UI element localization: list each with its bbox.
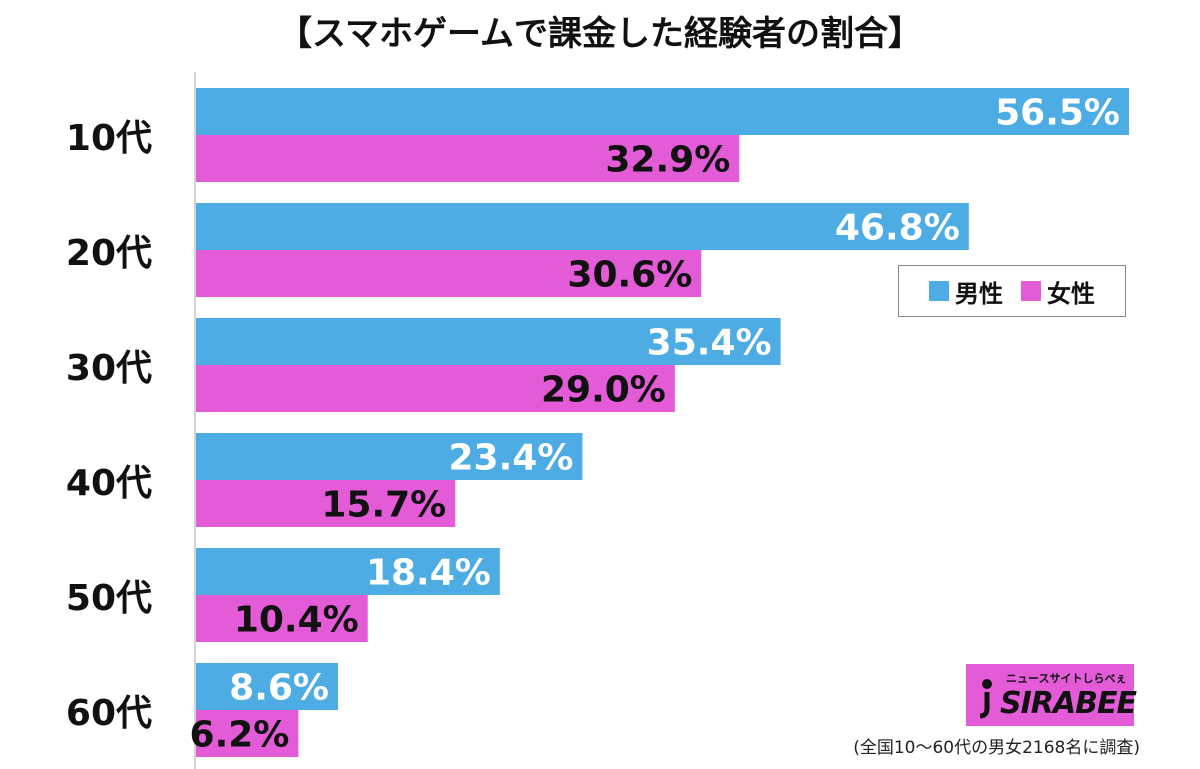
legend-label-female: 女性	[1047, 279, 1095, 308]
category-label: 20代	[66, 233, 152, 274]
data-label-male: 56.5%	[995, 93, 1120, 134]
category-label: 30代	[66, 348, 152, 389]
bar-female	[196, 135, 740, 182]
bar-male	[196, 548, 500, 595]
logo-tagline: ニュースサイトしらべぇ	[1006, 672, 1127, 685]
legend-swatch-male	[929, 281, 949, 301]
bar-male	[196, 433, 583, 480]
data-label-male: 8.6%	[229, 668, 329, 709]
sirabee-logo: ニュースサイトしらべぇ SIRABEE	[966, 664, 1137, 726]
data-label-female: 32.9%	[605, 140, 730, 181]
bar-female	[196, 595, 368, 642]
data-label-male: 46.8%	[835, 208, 960, 249]
chart-title: 【スマホゲームで課金した経験者の割合】	[278, 14, 922, 54]
category-label: 10代	[66, 118, 152, 159]
logo-name: SIRABEE	[1000, 686, 1137, 721]
data-label-male: 23.4%	[449, 438, 574, 479]
data-label-female: 29.0%	[541, 370, 666, 411]
bar-female	[196, 710, 299, 757]
data-label-male: 35.4%	[647, 323, 772, 364]
bar-female	[196, 480, 456, 527]
data-label-female: 10.4%	[234, 600, 359, 641]
data-label-female: 30.6%	[567, 255, 692, 296]
category-label: 60代	[66, 693, 152, 734]
data-label-female: 15.7%	[321, 485, 446, 526]
bar-male	[196, 663, 339, 710]
bar-female	[196, 250, 702, 297]
bar-male	[196, 203, 969, 250]
logo-mark-icon	[979, 679, 992, 719]
data-label-female: 6.2%	[190, 715, 290, 756]
legend: 男性 女性	[898, 265, 1126, 317]
data-label-male: 18.4%	[366, 553, 491, 594]
legend-swatch-female	[1021, 281, 1041, 301]
category-label: 50代	[66, 578, 152, 619]
footnote: (全国10〜60代の男女2168名に調査)	[853, 738, 1140, 758]
bar-male	[196, 318, 781, 365]
bar-female	[196, 365, 675, 412]
legend-label-male: 男性	[955, 279, 1003, 308]
category-label: 40代	[66, 463, 152, 504]
legend-item-female: 女性	[1021, 274, 1095, 309]
legend-item-male: 男性	[929, 274, 1003, 309]
bar-male	[196, 88, 1129, 135]
